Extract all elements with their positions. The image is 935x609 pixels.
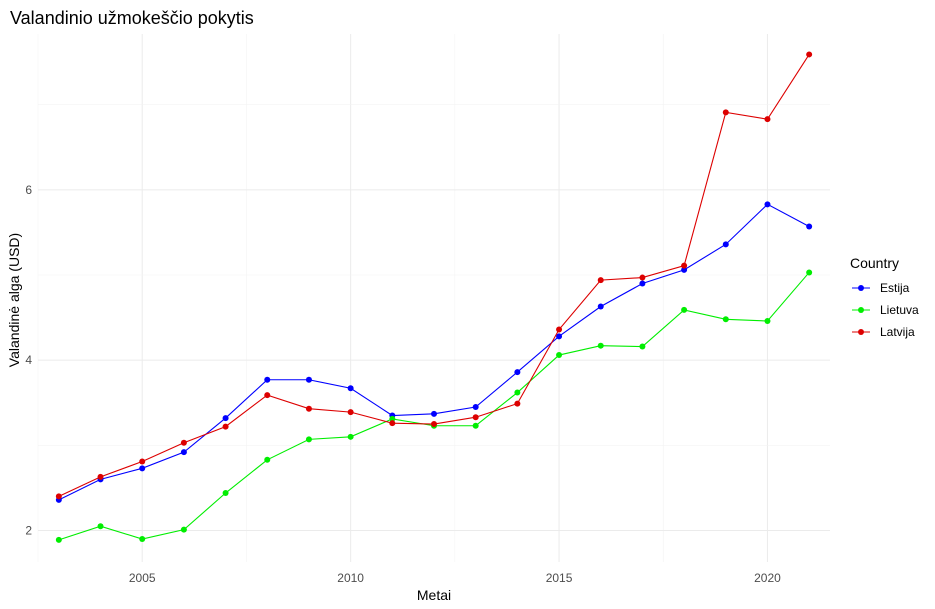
data-point [347, 409, 354, 416]
data-point [556, 352, 563, 359]
y-tick-label: 2 [25, 523, 32, 537]
data-point [722, 241, 729, 248]
x-tick-label: 2005 [129, 571, 156, 585]
data-point [347, 433, 354, 440]
data-point [514, 400, 521, 407]
data-point [472, 414, 479, 421]
data-point [97, 473, 104, 480]
data-point [764, 317, 771, 324]
data-point [722, 316, 729, 323]
data-point [347, 385, 354, 392]
data-point [722, 109, 729, 116]
data-point [389, 415, 396, 422]
x-axis-ticks: 2005 2010 2015 2020 [129, 571, 781, 585]
data-point [180, 449, 187, 456]
legend: Country Estija Lietuva Latvija [850, 255, 919, 339]
data-point [472, 404, 479, 411]
data-point [264, 392, 271, 399]
data-point [264, 456, 271, 463]
data-point [264, 376, 271, 383]
data-point [597, 277, 604, 284]
series-lietuva [55, 269, 813, 543]
legend-item-estija: Estija [852, 281, 910, 295]
series-latvija [55, 51, 813, 500]
y-axis-ticks: 2 4 6 [25, 183, 32, 538]
data-point [764, 201, 771, 208]
data-point [514, 389, 521, 396]
data-point [222, 423, 229, 430]
legend-key-point [858, 307, 864, 313]
legend-key-point [858, 329, 864, 335]
series-line [58, 54, 810, 497]
series-line [58, 272, 810, 541]
data-point [472, 422, 479, 429]
legend-key-point [858, 285, 864, 291]
data-point [139, 458, 146, 465]
data-point [305, 376, 312, 383]
plot-grid [37, 34, 830, 562]
data-point [222, 415, 229, 422]
data-point [180, 439, 187, 446]
data-point [806, 51, 813, 58]
legend-item-latvija: Latvija [852, 325, 915, 339]
legend-title: Country [850, 255, 899, 271]
data-point [431, 410, 437, 417]
x-axis-title: Metai [417, 587, 451, 603]
data-point [97, 523, 104, 530]
legend-label: Estija [880, 281, 910, 295]
data-point [806, 223, 813, 230]
data-point [305, 405, 312, 412]
y-tick-label: 4 [25, 353, 32, 367]
x-tick-label: 2015 [546, 571, 573, 585]
data-point [55, 493, 62, 500]
data-point [389, 420, 396, 427]
chart-title: Valandinio užmokeščio pokytis [10, 8, 254, 28]
series-line [58, 203, 810, 501]
legend-label: Latvija [880, 325, 915, 339]
y-axis-title: Valandinė alga (USD) [6, 233, 22, 367]
x-tick-label: 2010 [337, 571, 364, 585]
data-point [139, 465, 146, 472]
data-point [597, 342, 604, 349]
x-tick-label: 2020 [754, 571, 781, 585]
data-point [139, 536, 146, 543]
data-point [681, 266, 688, 273]
data-point [180, 526, 187, 533]
legend-item-lietuva: Lietuva [852, 303, 919, 317]
y-tick-label: 6 [25, 183, 32, 197]
data-point [305, 436, 312, 443]
series-estija [55, 201, 813, 503]
data-point [514, 369, 521, 376]
data-point [639, 343, 646, 350]
data-point [431, 421, 437, 428]
data-point [639, 280, 646, 287]
data-point [556, 333, 563, 340]
series-group [55, 51, 813, 543]
data-point [556, 326, 563, 333]
data-point [681, 262, 688, 269]
data-point [639, 274, 646, 281]
legend-label: Lietuva [880, 303, 919, 317]
data-point [55, 536, 62, 543]
data-point [597, 303, 604, 310]
data-point [681, 306, 688, 313]
data-point [764, 116, 771, 123]
data-point [806, 269, 813, 276]
data-point [222, 490, 229, 497]
